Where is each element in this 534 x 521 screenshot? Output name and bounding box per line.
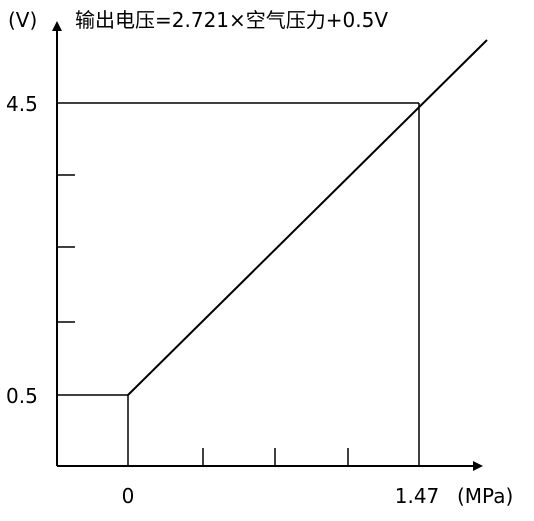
x-tick-label-1.47: 1.47 [395,484,440,508]
x-minor-ticks [202,448,349,466]
y-tick-label-4.5: 4.5 [6,92,38,116]
y-minor-ticks [57,174,75,323]
x-axis-label: (MPa) [457,484,513,508]
series-line [127,39,488,396]
y-tick-label-0.5: 0.5 [6,384,38,408]
chart-title: 输出电压=2.721×空气压力+0.5V [75,8,388,32]
x-tick-label-0: 0 [122,484,135,508]
y-axis-label: (V) [8,8,37,32]
